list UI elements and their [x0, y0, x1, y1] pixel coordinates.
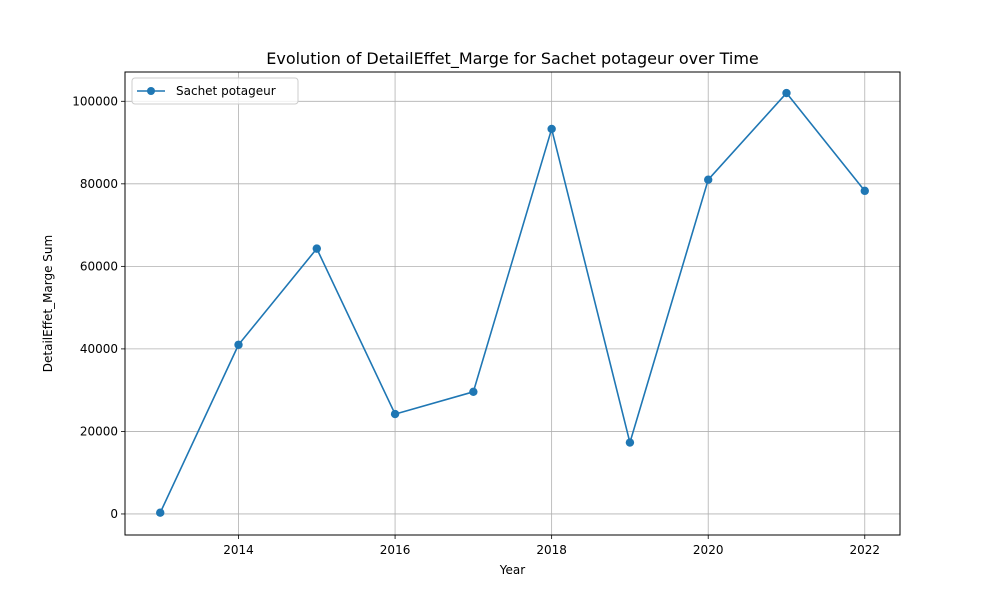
tick-layer: 2014 2016 2018 2020 2022 0 20000 40000 60000 8000… [72, 94, 880, 557]
data-point [390, 409, 400, 419]
legend-box [131, 77, 299, 105]
data-point [860, 186, 869, 196]
y-axis-label: DetailEffet_Marge Sum [41, 235, 55, 372]
x-tick-label: 2016 [380, 543, 411, 557]
series-layer [156, 88, 869, 517]
grid-layer [125, 72, 900, 535]
plot-frame [124, 71, 901, 536]
data-point [469, 387, 478, 397]
data-point [625, 438, 635, 447]
data-point [704, 175, 713, 184]
data-point [312, 244, 321, 253]
legend: Sachet potageur [131, 77, 299, 105]
x-tick-label: 2022 [849, 543, 880, 557]
x-tick-label: 2020 [693, 543, 724, 557]
y-tick-label: 20000 [80, 424, 118, 438]
y-tick-label: 0 [110, 507, 118, 521]
data-point [156, 508, 165, 517]
chart-title: Evolution of DetailEffet_Marge for Sache… [266, 49, 759, 69]
legend-series-marker [147, 87, 155, 95]
y-tick-label: 40000 [80, 342, 118, 356]
x-tick-label: 2014 [223, 543, 254, 557]
x-axis-label: Year [499, 563, 525, 577]
x-tick-label: 2018 [536, 543, 567, 557]
y-tick-label: 100000 [72, 94, 118, 108]
data-point [234, 340, 243, 349]
y-tick-label: 80000 [80, 177, 118, 191]
data-point [547, 124, 556, 134]
data-point [782, 88, 791, 98]
y-tick-label: 60000 [80, 259, 118, 273]
series-line [159, 92, 866, 514]
legend-series-label: Sachet potageur [176, 84, 276, 98]
